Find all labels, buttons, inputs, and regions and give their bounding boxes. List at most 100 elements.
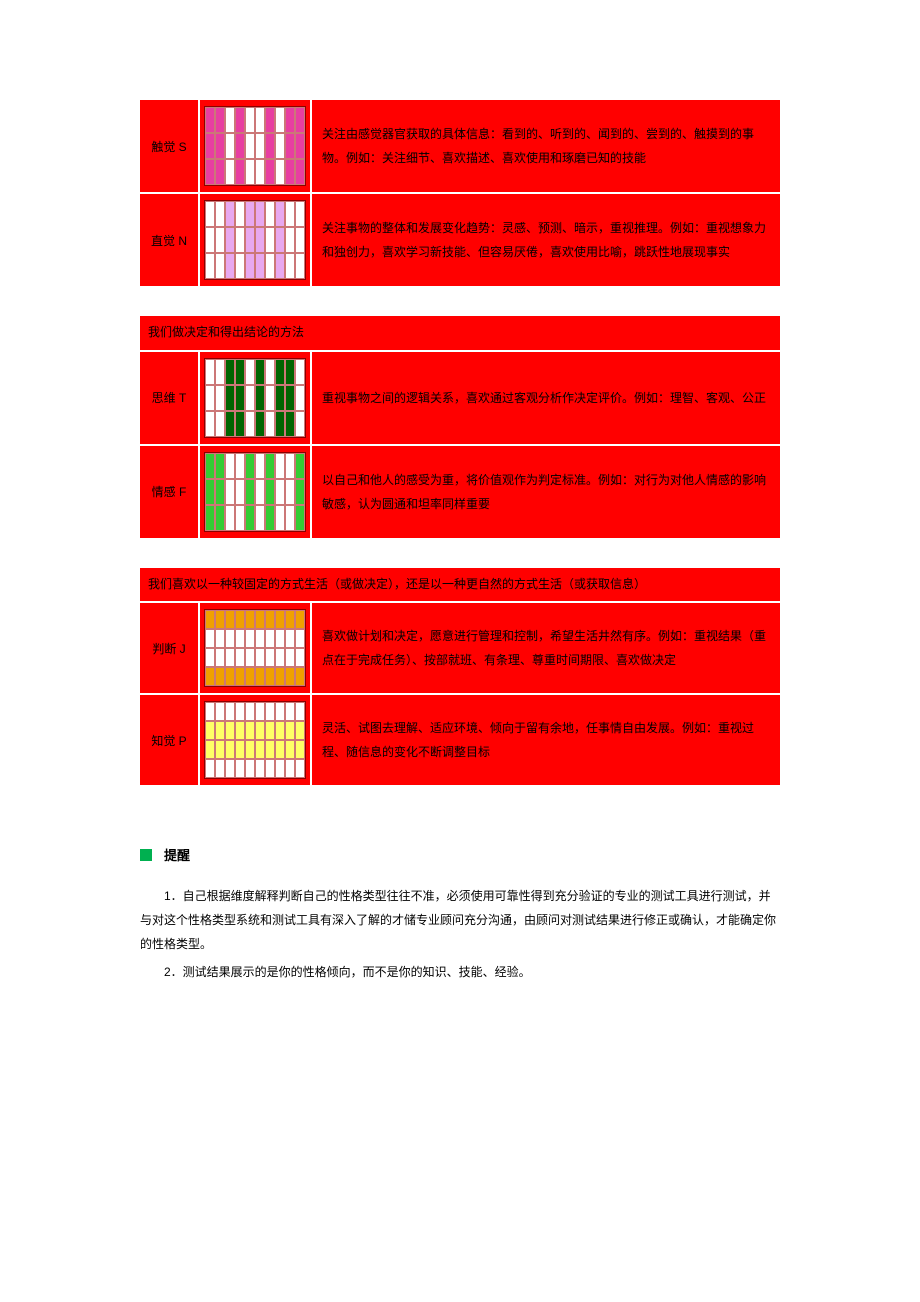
grid-cell — [255, 359, 265, 385]
dimension-label: 判断 J — [140, 603, 198, 693]
grid-cell — [205, 201, 215, 227]
grid-cell — [225, 667, 235, 686]
grid-cell — [275, 411, 285, 437]
grid-cell — [215, 411, 225, 437]
dimension-header: 我们做决定和得出结论的方法 — [140, 316, 780, 352]
dimension-row: 判断 J 喜欢做计划和决定，愿意进行管理和控制，希望生活井然有序。例如：重视结果（… — [140, 603, 780, 695]
reminder-title-text: 提醒 — [164, 845, 190, 864]
grid-cell — [245, 453, 255, 479]
grid-cell — [205, 133, 215, 159]
dimension-description: 喜欢做计划和决定，愿意进行管理和控制，希望生活井然有序。例如：重视结果（重点在于… — [312, 603, 780, 693]
grid-cell — [215, 201, 225, 227]
grid-cell — [285, 648, 295, 667]
grid-cell — [285, 133, 295, 159]
dimension-row: 直觉 N关注事物的整体和发展变化趋势：灵感、预测、暗示，重视推理。例如：重视想象… — [140, 194, 780, 286]
grid-cell — [295, 740, 305, 759]
grid-cell — [245, 505, 255, 531]
grid-cell — [255, 740, 265, 759]
grid-cell — [225, 133, 235, 159]
grid-cell — [245, 610, 255, 629]
grid-cell — [255, 227, 265, 253]
dimension-block: 我们做决定和得出结论的方法思维 T重视事物之间的逻辑关系，喜欢通过客观分析作决定… — [140, 316, 780, 538]
grid-cell — [215, 759, 225, 778]
grid-cell — [255, 759, 265, 778]
grid-cell — [285, 159, 295, 185]
grid-cell — [225, 629, 235, 648]
grid-cell — [265, 107, 275, 133]
grid-cell — [255, 648, 265, 667]
pattern-grid — [204, 200, 306, 280]
dimension-description: 灵活、试图去理解、适应环境、倾向于留有余地，任事情自由发展。例如：重视过程、随信… — [312, 695, 780, 785]
grid-cell — [265, 629, 275, 648]
grid-cell — [265, 610, 275, 629]
grid-cell — [275, 227, 285, 253]
grid-cell — [295, 759, 305, 778]
grid-cell — [295, 201, 305, 227]
grid-cell — [255, 610, 265, 629]
grid-cell — [255, 629, 265, 648]
grid-cell — [265, 359, 275, 385]
grid-cell — [275, 721, 285, 740]
grid-cell — [295, 702, 305, 721]
dimension-grid-cell — [198, 695, 312, 785]
grid-cell — [225, 411, 235, 437]
grid-cell — [205, 453, 215, 479]
grid-cell — [205, 107, 215, 133]
grid-cell — [245, 253, 255, 279]
grid-cell — [225, 359, 235, 385]
grid-cell — [215, 479, 225, 505]
grid-cell — [285, 721, 295, 740]
grid-cell — [285, 453, 295, 479]
dimension-label: 思维 T — [140, 352, 198, 444]
grid-cell — [245, 479, 255, 505]
grid-cell — [255, 107, 265, 133]
dimension-label: 直觉 N — [140, 194, 198, 286]
grid-cell — [215, 702, 225, 721]
grid-cell — [275, 385, 285, 411]
grid-cell — [215, 453, 225, 479]
grid-cell — [265, 453, 275, 479]
grid-cell — [295, 453, 305, 479]
grid-cell — [225, 201, 235, 227]
grid-cell — [275, 133, 285, 159]
grid-cell — [245, 667, 255, 686]
reminder-heading: 提醒 — [140, 845, 780, 864]
dimensions-container: 触觉 S关注由感觉器官获取的具体信息：看到的、听到的、闻到的、尝到的、触摸到的事… — [140, 100, 780, 785]
grid-cell — [275, 629, 285, 648]
grid-cell — [235, 385, 245, 411]
grid-cell — [275, 159, 285, 185]
grid-cell — [215, 107, 225, 133]
grid-cell — [255, 159, 265, 185]
grid-cell — [295, 610, 305, 629]
grid-cell — [295, 107, 305, 133]
grid-cell — [265, 667, 275, 686]
grid-cell — [235, 253, 245, 279]
grid-cell — [285, 479, 295, 505]
grid-cell — [265, 227, 275, 253]
grid-cell — [255, 253, 265, 279]
grid-cell — [285, 629, 295, 648]
dimension-row: 思维 T重视事物之间的逻辑关系，喜欢通过客观分析作决定评价。例如：理智、客观、公… — [140, 352, 780, 446]
grid-cell — [275, 702, 285, 721]
grid-cell — [265, 385, 275, 411]
grid-cell — [295, 721, 305, 740]
grid-cell — [255, 453, 265, 479]
dimension-grid-cell — [198, 352, 312, 444]
grid-cell — [225, 759, 235, 778]
grid-cell — [235, 159, 245, 185]
grid-cell — [215, 610, 225, 629]
grid-cell — [285, 702, 295, 721]
grid-cell — [285, 759, 295, 778]
grid-cell — [265, 702, 275, 721]
grid-cell — [285, 740, 295, 759]
grid-cell — [245, 133, 255, 159]
square-bullet-icon — [140, 849, 152, 861]
grid-cell — [235, 610, 245, 629]
grid-cell — [215, 505, 225, 531]
grid-cell — [215, 740, 225, 759]
grid-cell — [285, 610, 295, 629]
grid-cell — [205, 505, 215, 531]
grid-cell — [215, 721, 225, 740]
grid-cell — [295, 227, 305, 253]
grid-cell — [285, 385, 295, 411]
